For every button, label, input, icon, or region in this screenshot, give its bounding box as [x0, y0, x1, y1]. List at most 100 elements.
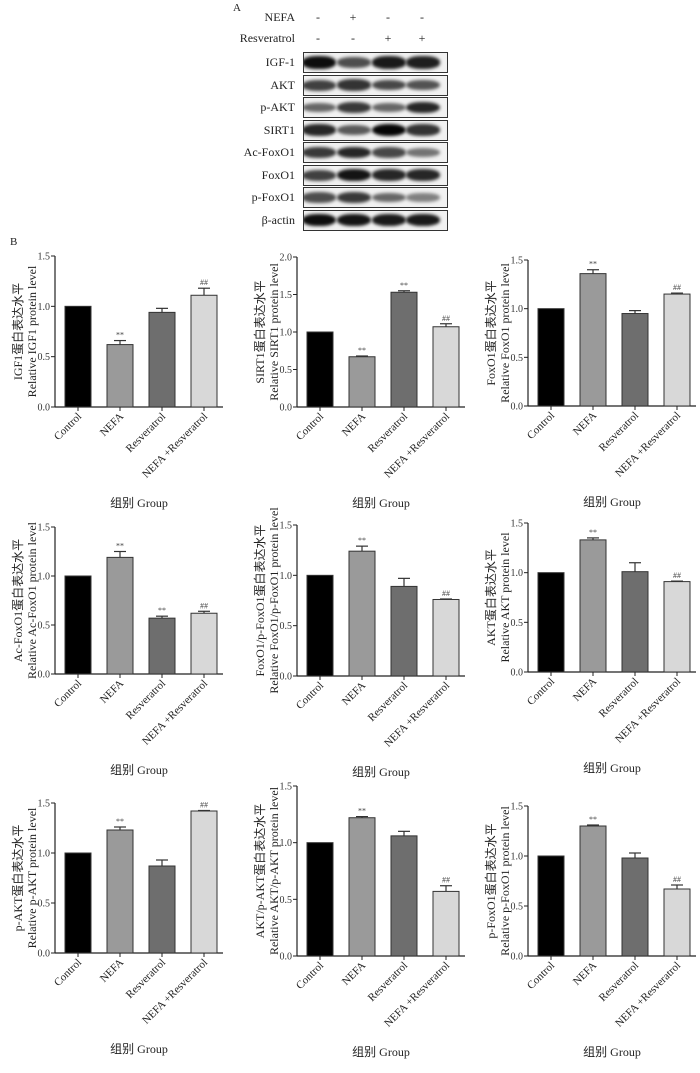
- bar: [348, 356, 376, 408]
- significance-marker: **: [358, 536, 366, 545]
- bar: [621, 313, 649, 407]
- significance-marker: **: [589, 815, 597, 824]
- y-tick-label: 1.5: [280, 521, 293, 532]
- x-tick-label: Resveratrol: [124, 678, 168, 722]
- y-tick-label: 1.5: [38, 799, 51, 810]
- blot-band: [337, 146, 371, 159]
- y-tick-label: 2.0: [280, 253, 293, 264]
- blot-band: [337, 191, 371, 204]
- y-tick-label: 0.5: [280, 895, 293, 906]
- bar: [579, 273, 607, 407]
- y-axis-label: Relative SIRT1 protein level: [267, 263, 281, 401]
- panel-a-letter: A: [233, 2, 241, 14]
- blot-band: [304, 79, 336, 91]
- blot-band: [372, 169, 406, 181]
- blot-strip: [303, 164, 448, 186]
- significance-marker: **: [358, 346, 366, 355]
- x-tick-label: NEFA: [340, 680, 368, 708]
- y-tick-label: 0.5: [280, 621, 293, 632]
- y-tick-label: 0.0: [511, 952, 524, 963]
- blot-band: [304, 124, 336, 136]
- x-tick-label: Control: [525, 410, 557, 442]
- significance-marker: **: [116, 542, 124, 551]
- blot-label: AKT: [270, 77, 295, 92]
- x-tick-label: NEFA: [340, 411, 368, 439]
- x-axis-label: 组别 Group: [583, 1045, 641, 1059]
- blot-strip: [303, 119, 448, 141]
- y-tick-label: 1.0: [280, 328, 293, 339]
- blot-label: Ac-FoxO1: [243, 145, 295, 159]
- x-tick-label: Control: [294, 680, 326, 712]
- y-tick-label: 1.0: [511, 852, 524, 863]
- blot-label: IGF-1: [265, 55, 295, 69]
- x-axis-label: 组别 Group: [352, 496, 410, 510]
- bar: [621, 571, 649, 673]
- blot-band: [372, 79, 406, 91]
- x-tick-label: Resveratrol: [366, 411, 410, 455]
- blot-band: [372, 56, 406, 69]
- blot-label: p-AKT: [260, 100, 295, 114]
- treatment-sign: -: [316, 10, 320, 24]
- blot-strip: [303, 187, 448, 208]
- x-axis-label: 组别 Group: [583, 495, 641, 509]
- treatment-label: NEFA: [264, 10, 295, 24]
- y-tick-label: 1.0: [280, 571, 293, 582]
- bar: [190, 810, 218, 954]
- y-tick-label: 0.0: [38, 403, 51, 414]
- y-tick-label: 0.5: [280, 365, 293, 376]
- bar: [106, 344, 134, 408]
- bar-chart: 0.0 0.5 1.0 1.5 AKT/p-AKT蛋白表达水平 Relative AKT/…: [252, 782, 465, 1059]
- bar: [663, 888, 691, 957]
- x-tick-label: Control: [294, 960, 326, 992]
- y-axis-label: Relative p-AKT protein level: [25, 807, 39, 948]
- significance-marker: ##: [200, 801, 208, 810]
- blot-band: [406, 56, 440, 69]
- x-tick-label: Control: [52, 678, 84, 710]
- y-tick-label: 1.0: [511, 568, 524, 579]
- blot-band: [406, 193, 440, 202]
- bar: [390, 835, 418, 957]
- blot-band: [304, 213, 336, 227]
- bar: [579, 825, 607, 957]
- y-axis-label-cn: p-FoxO1蛋白表达水平: [483, 823, 498, 938]
- y-tick-label: 0.5: [38, 621, 51, 632]
- bar: [432, 890, 460, 957]
- y-axis-label-cn: FoxO1/p-FoxO1蛋白表达水平: [252, 524, 267, 676]
- blot-band: [337, 168, 371, 182]
- significance-marker: **: [116, 331, 124, 340]
- significance-marker: **: [358, 807, 366, 816]
- treatment-sign: -: [420, 10, 424, 24]
- y-tick-label: 1.5: [38, 523, 51, 534]
- y-axis-label: Relative IGF1 protein level: [25, 265, 39, 397]
- treatment-sign: -: [351, 31, 355, 45]
- bar: [537, 855, 565, 957]
- significance-marker: **: [589, 260, 597, 269]
- x-axis-label: 组别 Group: [110, 1042, 168, 1056]
- bar: [148, 617, 176, 675]
- significance-marker: ##: [673, 875, 681, 884]
- blot-band: [304, 169, 336, 181]
- significance-marker: **: [116, 817, 124, 826]
- significance-marker: ##: [442, 589, 450, 598]
- blot-band: [304, 56, 336, 69]
- y-tick-label: 1.5: [280, 290, 293, 301]
- blot-strip: [303, 52, 448, 73]
- bar: [190, 612, 218, 675]
- bar: [432, 326, 460, 408]
- bar: [306, 842, 334, 957]
- y-tick-label: 1.0: [511, 304, 524, 315]
- y-axis-label: Relative Ac-FoxO1 protein level: [25, 521, 39, 679]
- blot-band: [406, 213, 440, 227]
- y-axis-label-cn: AKT/p-AKT蛋白表达水平: [252, 804, 267, 939]
- y-tick-label: 0.0: [38, 670, 51, 681]
- bar-chart: 0.0 0.5 1.0 1.5 2.0 SIRT1蛋白表达水平 Relative SIRT1…: [252, 253, 465, 510]
- blot-band: [337, 213, 371, 227]
- bar: [106, 829, 134, 954]
- bar: [148, 865, 176, 954]
- y-tick-label: 0.5: [38, 352, 51, 363]
- x-axis-label: 组别 Group: [110, 496, 168, 510]
- treatment-sign: +: [384, 31, 392, 45]
- y-tick-label: 1.0: [38, 302, 51, 313]
- x-tick-label: NEFA: [571, 676, 599, 704]
- blot-band: [372, 213, 406, 227]
